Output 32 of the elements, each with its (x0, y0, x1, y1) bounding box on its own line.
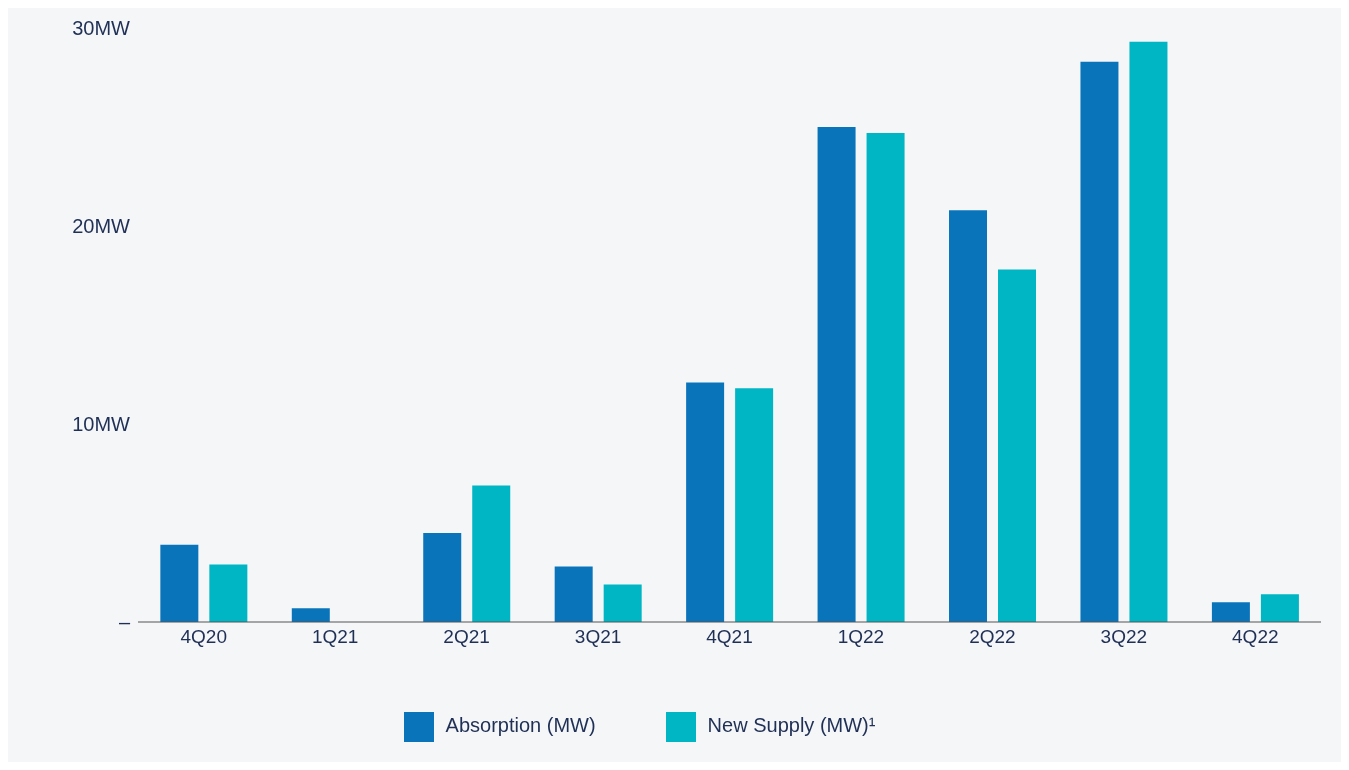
x-tick-label: 1Q22 (837, 626, 885, 648)
y-tick-label: 10MW (72, 413, 131, 436)
legend-label: Absorption (MW) (445, 714, 596, 737)
y-tick-label: 20MW (72, 215, 131, 238)
x-tick-label: 2Q21 (443, 626, 490, 648)
bar (554, 566, 593, 622)
x-tick-label: 4Q21 (706, 626, 753, 648)
bar (1080, 61, 1119, 622)
bar (949, 210, 988, 622)
bar (1129, 41, 1168, 622)
y-tick-label: 30MW (72, 17, 131, 40)
x-tick-label: 2Q22 (969, 626, 1016, 648)
bar (1211, 602, 1250, 622)
bar (291, 608, 330, 622)
bar (735, 388, 774, 622)
bar (423, 532, 462, 622)
x-tick-label: 3Q22 (1100, 626, 1148, 648)
bar (686, 382, 725, 622)
bar (209, 564, 248, 622)
bar (817, 127, 856, 622)
legend-label: New Supply (MW)¹ (707, 714, 876, 737)
bar (472, 485, 511, 622)
bar (998, 269, 1037, 622)
bar (160, 544, 199, 622)
x-tick-label: 3Q21 (574, 626, 622, 648)
x-tick-label: 1Q21 (311, 626, 359, 648)
x-tick-label: 4Q20 (180, 626, 227, 648)
bar (603, 584, 642, 622)
bar (1260, 594, 1299, 622)
bar (866, 132, 905, 622)
y-tick-label: – (118, 611, 131, 634)
x-tick-label: 4Q22 (1232, 626, 1279, 648)
